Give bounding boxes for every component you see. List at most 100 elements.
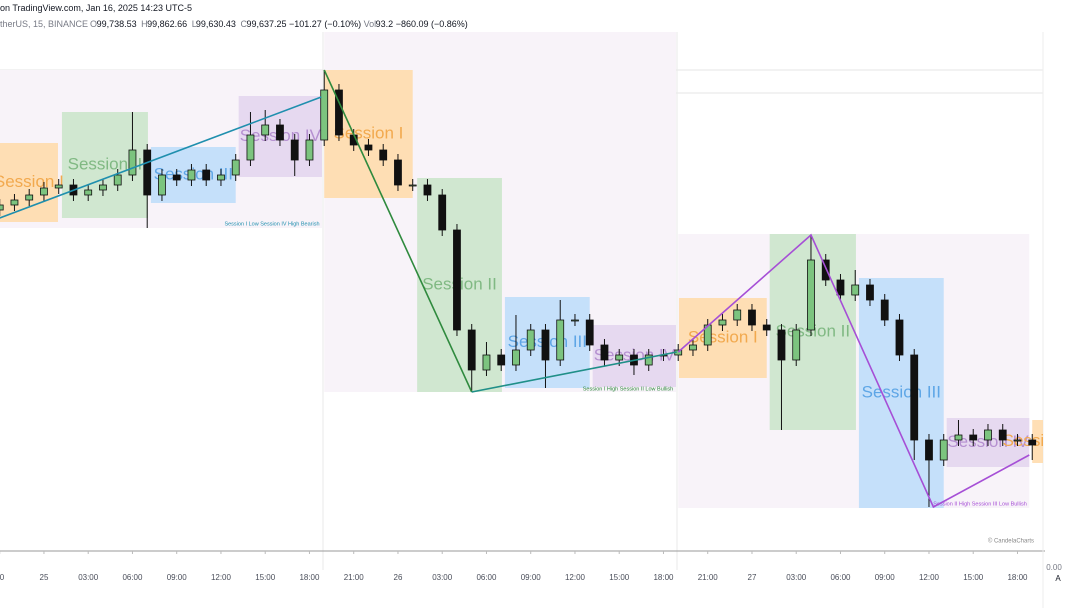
- x-tick-label: 03:00: [78, 573, 99, 582]
- candle-body: [453, 229, 461, 331]
- ohlc-label: H: [141, 19, 148, 29]
- candle-body: [615, 354, 624, 361]
- session-label: Session I: [0, 172, 64, 191]
- candle-body: [689, 344, 697, 351]
- candle-body: [202, 169, 211, 181]
- candle-body: [954, 434, 963, 441]
- ohlc-value: 99,862.66: [147, 19, 188, 29]
- ohlc-value: 99,637.25: [246, 19, 287, 29]
- candle-body: [748, 309, 756, 326]
- candle-body: [925, 439, 933, 461]
- candle-body: [851, 284, 860, 296]
- x-tick-label: 21:00: [698, 573, 719, 582]
- x-tick-label: 06:00: [830, 573, 851, 582]
- x-tick-label: 09:00: [875, 573, 896, 582]
- session-label: Session II: [68, 154, 143, 173]
- vol-label: Vol: [363, 19, 377, 29]
- x-tick-label: 26: [394, 573, 403, 582]
- candle-body: [939, 439, 948, 461]
- candle-body: [143, 149, 152, 196]
- candle-body: [969, 434, 978, 441]
- ohlc-label: O: [90, 19, 98, 29]
- candle-body: [99, 184, 107, 191]
- candle-body: [25, 194, 34, 201]
- x-tick-label: 09:00: [521, 573, 542, 582]
- candle-body: [644, 354, 653, 366]
- price-label: 0.00: [1046, 563, 1062, 572]
- x-tick-label: 00: [0, 573, 5, 582]
- candle-body: [866, 284, 874, 301]
- candle-body: [807, 259, 815, 331]
- x-tick-label: 12:00: [565, 573, 586, 582]
- annotation: Session I High Session II Low Bullish: [583, 386, 674, 392]
- zigzag-line: [677, 233, 1030, 509]
- x-tick-label: 25: [40, 573, 49, 582]
- candle-body: [984, 429, 992, 441]
- header-line: on TradingView.com, Jan 16, 2025 14:23 U…: [0, 3, 192, 13]
- candle-body: [571, 319, 579, 322]
- annotation: Session II High Session III Low Bullish: [933, 501, 1027, 507]
- candle-body: [998, 429, 1007, 441]
- candle-body: [585, 319, 594, 346]
- candle-body: [217, 174, 225, 181]
- candle-body: [40, 187, 48, 196]
- candle-body: [821, 259, 830, 281]
- x-tick-label: 15:00: [255, 573, 276, 582]
- zigzag-line: [0, 96, 322, 219]
- zigzag-line: [471, 351, 677, 393]
- x-tick-label: 15:00: [609, 573, 630, 582]
- x-tick-label: 06:00: [122, 573, 143, 582]
- session-box: [1032, 420, 1043, 463]
- candle-body: [910, 354, 919, 441]
- candle-body: [172, 174, 181, 181]
- candle-body: [158, 174, 166, 196]
- candle-body: [231, 159, 240, 176]
- session-label: Session I: [1003, 431, 1073, 450]
- candle-body: [497, 354, 506, 366]
- legend: therUS, 15, BINANCE O 99,738.53 H 99,862.…: [0, 16, 468, 32]
- ohlc-label: L: [191, 19, 197, 29]
- candle-body: [261, 124, 270, 136]
- change: −101.27 (−0.10%): [289, 19, 362, 29]
- auto-button[interactable]: A: [1055, 574, 1061, 583]
- x-tick-label: 18:00: [299, 573, 320, 582]
- candle-body: [792, 329, 801, 361]
- ohlc-value: 99,738.53: [96, 19, 137, 29]
- vol-value: 93.2: [375, 19, 394, 29]
- candle-body: [600, 344, 609, 361]
- candle-body: [0, 204, 4, 211]
- zigzag-line: [323, 69, 473, 393]
- candle-body: [187, 169, 196, 181]
- candle-body: [408, 184, 417, 187]
- candle-body: [718, 319, 727, 326]
- candle-body: [113, 174, 122, 186]
- candle-body: [379, 149, 388, 161]
- annotation: Session I Low Session IV High Bearish: [224, 221, 319, 227]
- candle-body: [305, 139, 314, 161]
- candle-body: [84, 189, 93, 196]
- x-tick-label: 09:00: [167, 573, 188, 582]
- candle-body: [438, 194, 447, 231]
- x-tick-label: 12:00: [919, 573, 940, 582]
- candle-body: [320, 89, 329, 141]
- session-box: [0, 143, 58, 222]
- candle-body: [467, 329, 476, 371]
- candle-body: [54, 184, 63, 189]
- candle-body: [364, 144, 373, 151]
- x-tick-label: 27: [748, 573, 757, 582]
- candle-body: [512, 349, 520, 366]
- session-label: Session III: [862, 382, 941, 401]
- candle-body: [526, 329, 535, 351]
- x-tick-label: 18:00: [1007, 573, 1028, 582]
- candle-body: [733, 309, 742, 321]
- x-tick-label: 12:00: [211, 573, 232, 582]
- candle-body: [836, 279, 845, 296]
- candle-body: [1028, 439, 1037, 446]
- candle-body: [128, 149, 137, 176]
- candle-body: [1013, 439, 1022, 442]
- candle-body: [423, 184, 432, 196]
- candle-body: [246, 134, 255, 161]
- ohlc-value: 99,630.43: [195, 19, 236, 29]
